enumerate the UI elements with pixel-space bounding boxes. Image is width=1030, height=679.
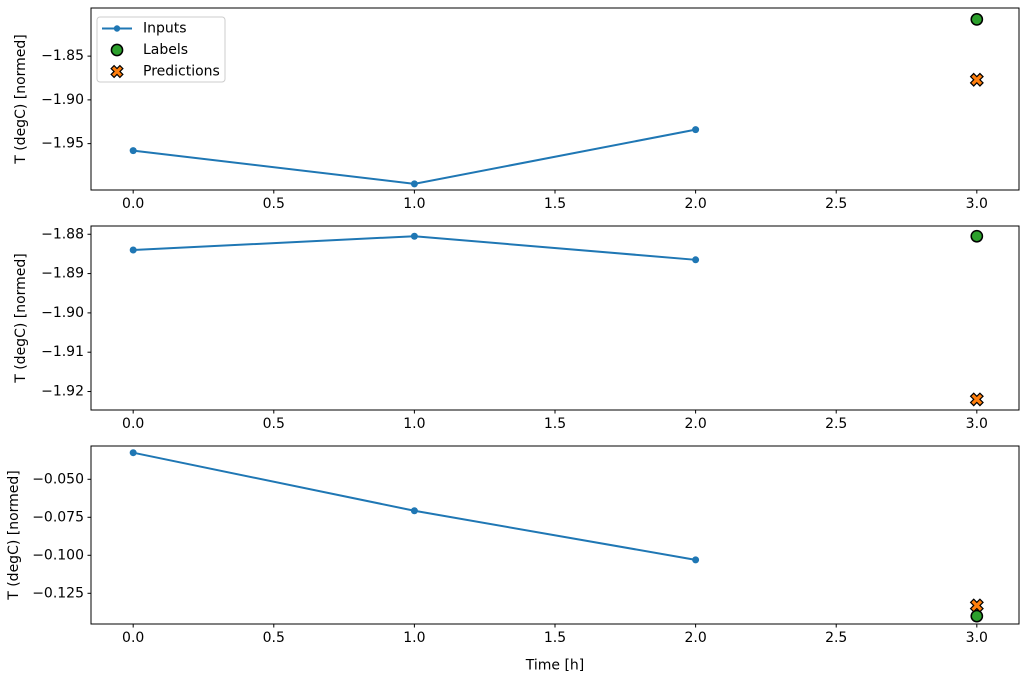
subplot-1: 0.0 0.5 1.0 1.5 2.0 2.5 3.0 −1.85 −1.90 −1.95 T (d… bbox=[13, 7, 1020, 212]
inputs-point-marker bbox=[410, 232, 418, 240]
inputs-point-marker bbox=[129, 246, 137, 254]
y-axis-label: T (degC) [normed] bbox=[13, 253, 29, 384]
inputs-point-marker bbox=[129, 147, 137, 155]
x-tick-label: 0.0 bbox=[122, 416, 144, 432]
predictions-marker bbox=[969, 392, 984, 407]
axes-frame bbox=[90, 225, 1020, 411]
x-tick-label: 2.0 bbox=[684, 416, 706, 432]
inputs-point-marker bbox=[692, 256, 700, 264]
y-tick-label: −1.85 bbox=[41, 48, 84, 64]
x-tick-label: 1.0 bbox=[403, 196, 425, 212]
x-tick-label: 0.5 bbox=[263, 630, 285, 646]
legend-label: Predictions bbox=[143, 64, 220, 80]
legend-label: Inputs bbox=[143, 21, 187, 37]
predictions-marker bbox=[969, 598, 984, 613]
x-tick-label: 2.5 bbox=[825, 630, 847, 646]
labels-marker bbox=[970, 609, 984, 623]
y-tick-label: −0.075 bbox=[32, 509, 84, 525]
series-predictions bbox=[969, 392, 984, 407]
series-labels bbox=[970, 229, 984, 243]
y-tick-label: −1.88 bbox=[41, 226, 84, 242]
y-tick-label: −1.92 bbox=[41, 384, 84, 400]
x-axis-label: Time [h] bbox=[525, 658, 585, 674]
y-tick-label: −1.90 bbox=[41, 92, 84, 108]
series-inputs bbox=[129, 449, 700, 564]
series-predictions bbox=[969, 598, 984, 613]
labels-marker bbox=[970, 229, 984, 243]
x-tick-label: 1.0 bbox=[403, 630, 425, 646]
y-tick-label: −0.125 bbox=[32, 585, 84, 601]
predictions-marker bbox=[969, 72, 984, 87]
x-tick-label: 0.0 bbox=[122, 196, 144, 212]
series-predictions bbox=[969, 72, 984, 87]
x-tick-label: 0.5 bbox=[263, 196, 285, 212]
x-tick-label: 1.5 bbox=[544, 416, 566, 432]
series-labels bbox=[970, 13, 984, 26]
x-tick-label: 2.5 bbox=[825, 416, 847, 432]
subplot-2: 0.0 0.5 1.0 1.5 2.0 2.5 3.0 −1.88 −1.89 −1.90 −1.9… bbox=[13, 225, 1020, 432]
inputs-point-marker bbox=[692, 126, 700, 134]
legend-entry-labels: Labels bbox=[110, 42, 188, 58]
x-tick-label: 2.0 bbox=[684, 630, 706, 646]
x-tick-label: 2.0 bbox=[684, 196, 706, 212]
y-axis-label: T (degC) [normed] bbox=[6, 470, 22, 601]
x-tick-label: 1.0 bbox=[403, 416, 425, 432]
legend: Inputs Labels Predictions bbox=[96, 16, 226, 83]
y-tick-label: −0.100 bbox=[32, 547, 84, 563]
y-tick-label: −1.89 bbox=[41, 266, 84, 282]
legend-inputs-dot-icon bbox=[113, 25, 121, 32]
x-tick-label: 0.5 bbox=[263, 416, 285, 432]
x-tick-label: 0.0 bbox=[122, 630, 144, 646]
axes-frame bbox=[90, 7, 1020, 191]
legend-frame bbox=[96, 16, 226, 83]
legend-entry-inputs: Inputs bbox=[102, 21, 187, 37]
x-tick-label: 1.5 bbox=[544, 196, 566, 212]
legend-labels-circle-icon bbox=[110, 43, 124, 57]
inputs-point-marker bbox=[692, 556, 700, 564]
x-tick-label: 1.5 bbox=[544, 630, 566, 646]
series-inputs bbox=[129, 232, 700, 264]
x-tick-label: 3.0 bbox=[966, 416, 988, 432]
y-tick-label: −1.90 bbox=[41, 305, 84, 321]
x-tick-label: 2.5 bbox=[825, 196, 847, 212]
legend-predictions-x-icon bbox=[110, 64, 124, 79]
inputs-point-marker bbox=[410, 180, 418, 188]
legend-label: Labels bbox=[143, 42, 188, 58]
labels-marker bbox=[970, 13, 984, 26]
inputs-point-marker bbox=[410, 507, 418, 515]
y-tick-label: −1.91 bbox=[41, 344, 84, 360]
y-tick-label: −0.050 bbox=[32, 471, 84, 487]
series-labels bbox=[970, 609, 984, 623]
y-axis-label: T (degC) [normed] bbox=[13, 34, 29, 165]
x-tick-label: 3.0 bbox=[966, 630, 988, 646]
x-tick-label: 3.0 bbox=[966, 196, 988, 212]
inputs-point-marker bbox=[129, 449, 137, 457]
legend-entry-predictions: Predictions bbox=[110, 64, 220, 80]
y-tick-label: −1.95 bbox=[41, 136, 84, 152]
series-inputs bbox=[129, 126, 700, 188]
subplot-3: 0.0 0.5 1.0 1.5 2.0 2.5 3.0 −0.050 −0.075 −0.100 −… bbox=[6, 445, 1020, 674]
